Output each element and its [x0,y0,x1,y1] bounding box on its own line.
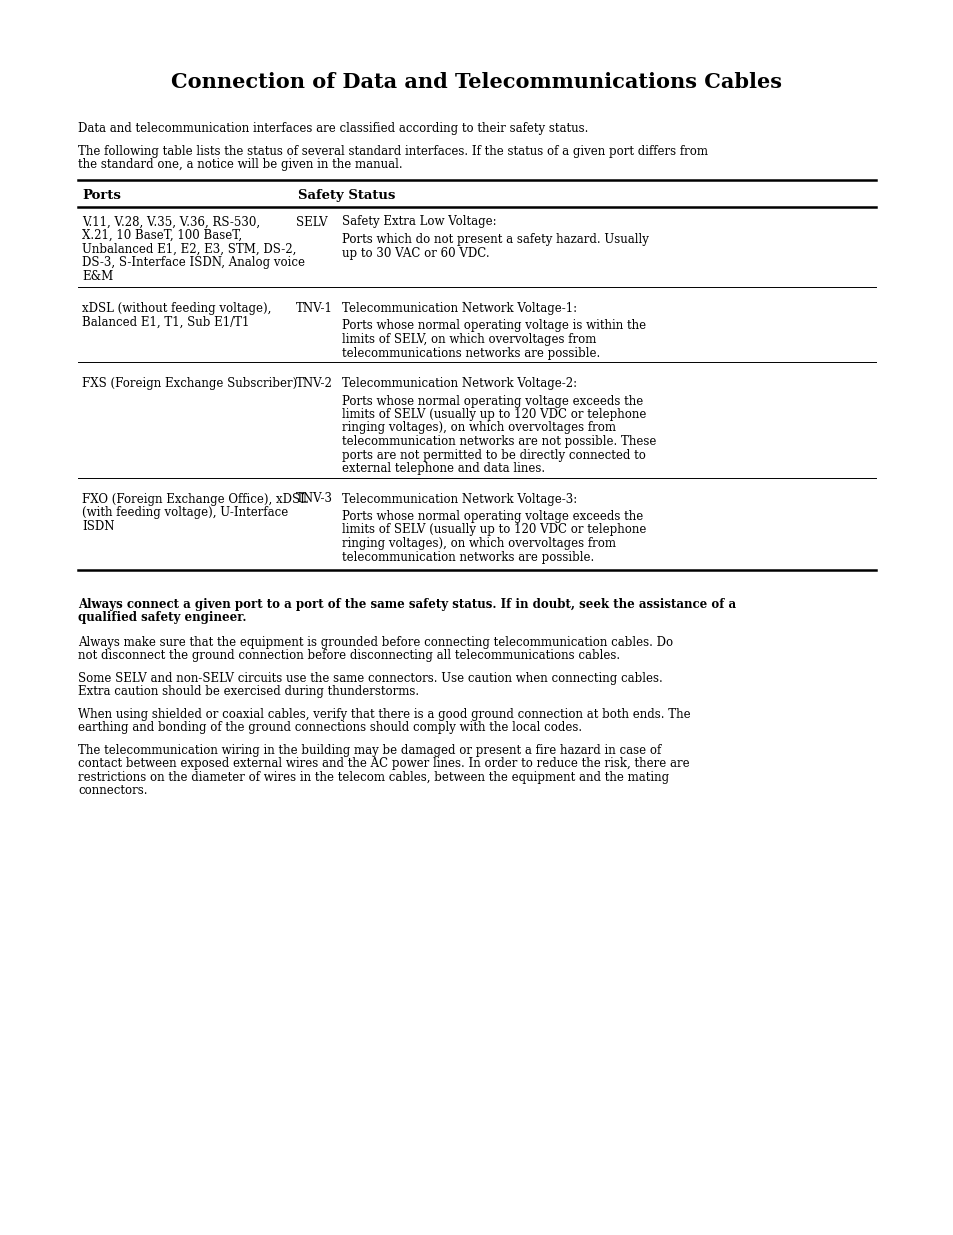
Text: Ports whose normal operating voltage is within the: Ports whose normal operating voltage is … [341,320,645,332]
Text: Telecommunication Network Voltage-2:: Telecommunication Network Voltage-2: [341,377,576,390]
Text: X.21, 10 BaseT, 100 BaseT,: X.21, 10 BaseT, 100 BaseT, [82,228,242,242]
Text: xDSL (without feeding voltage),: xDSL (without feeding voltage), [82,303,272,315]
Text: not disconnect the ground connection before disconnecting all telecommunications: not disconnect the ground connection bef… [78,650,619,662]
Text: Safety Extra Low Voltage:: Safety Extra Low Voltage: [341,215,496,228]
Text: ringing voltages), on which overvoltages from: ringing voltages), on which overvoltages… [341,537,615,550]
Text: ringing voltages), on which overvoltages from: ringing voltages), on which overvoltages… [341,421,615,435]
Text: Extra caution should be exercised during thunderstorms.: Extra caution should be exercised during… [78,685,419,699]
Text: telecommunication networks are possible.: telecommunication networks are possible. [341,551,593,563]
Text: (with feeding voltage), U-Interface: (with feeding voltage), U-Interface [82,506,288,519]
Text: earthing and bonding of the ground connections should comply with the local code: earthing and bonding of the ground conne… [78,721,581,735]
Text: qualified safety engineer.: qualified safety engineer. [78,611,247,625]
Text: Some SELV and non-SELV circuits use the same connectors. Use caution when connec: Some SELV and non-SELV circuits use the … [78,672,662,685]
Text: The telecommunication wiring in the building may be damaged or present a fire ha: The telecommunication wiring in the buil… [78,743,660,757]
Text: Data and telecommunication interfaces are classified according to their safety s: Data and telecommunication interfaces ar… [78,122,588,135]
Text: external telephone and data lines.: external telephone and data lines. [341,462,544,475]
Text: Ports whose normal operating voltage exceeds the: Ports whose normal operating voltage exc… [341,394,642,408]
Text: TNV-3: TNV-3 [295,493,333,505]
Text: The following table lists the status of several standard interfaces. If the stat: The following table lists the status of … [78,144,707,158]
Text: Telecommunication Network Voltage-1:: Telecommunication Network Voltage-1: [341,303,576,315]
Text: Ports whose normal operating voltage exceeds the: Ports whose normal operating voltage exc… [341,510,642,522]
Text: When using shielded or coaxial cables, verify that there is a good ground connec: When using shielded or coaxial cables, v… [78,708,690,721]
Text: Safety Status: Safety Status [297,189,395,203]
Text: telecommunication networks are not possible. These: telecommunication networks are not possi… [341,435,656,448]
Text: contact between exposed external wires and the AC power lines. In order to reduc: contact between exposed external wires a… [78,757,689,771]
Text: telecommunications networks are possible.: telecommunications networks are possible… [341,347,599,359]
Text: restrictions on the diameter of wires in the telecom cables, between the equipme: restrictions on the diameter of wires in… [78,771,669,784]
Text: connectors.: connectors. [78,784,148,798]
Text: ports are not permitted to be directly connected to: ports are not permitted to be directly c… [341,448,645,462]
Text: Ports which do not present a safety hazard. Usually: Ports which do not present a safety haza… [341,233,648,246]
Text: Always make sure that the equipment is grounded before connecting telecommunicat: Always make sure that the equipment is g… [78,636,673,650]
Text: FXS (Foreign Exchange Subscriber): FXS (Foreign Exchange Subscriber) [82,377,297,390]
Text: Unbalanced E1, E2, E3, STM, DS-2,: Unbalanced E1, E2, E3, STM, DS-2, [82,242,296,256]
Text: Ports: Ports [82,189,121,203]
Text: Always connect a given port to a port of the same safety status. If in doubt, se: Always connect a given port to a port of… [78,598,736,611]
Text: V.11, V.28, V.35, V.36, RS-530,: V.11, V.28, V.35, V.36, RS-530, [82,215,260,228]
Text: limits of SELV (usually up to 120 VDC or telephone: limits of SELV (usually up to 120 VDC or… [341,408,645,421]
Text: ISDN: ISDN [82,520,114,532]
Text: TNV-2: TNV-2 [295,377,333,390]
Text: Connection of Data and Telecommunications Cables: Connection of Data and Telecommunication… [172,72,781,91]
Text: Telecommunication Network Voltage-3:: Telecommunication Network Voltage-3: [341,493,577,505]
Text: the standard one, a notice will be given in the manual.: the standard one, a notice will be given… [78,158,402,170]
Text: TNV-1: TNV-1 [295,303,333,315]
Text: E&M: E&M [82,269,113,283]
Text: SELV: SELV [295,215,327,228]
Text: limits of SELV (usually up to 120 VDC or telephone: limits of SELV (usually up to 120 VDC or… [341,524,645,536]
Text: up to 30 VAC or 60 VDC.: up to 30 VAC or 60 VDC. [341,247,489,259]
Text: FXO (Foreign Exchange Office), xDSL: FXO (Foreign Exchange Office), xDSL [82,493,308,505]
Text: Balanced E1, T1, Sub E1/T1: Balanced E1, T1, Sub E1/T1 [82,315,250,329]
Text: DS-3, S-Interface ISDN, Analog voice: DS-3, S-Interface ISDN, Analog voice [82,256,305,269]
Text: limits of SELV, on which overvoltages from: limits of SELV, on which overvoltages fr… [341,333,596,346]
